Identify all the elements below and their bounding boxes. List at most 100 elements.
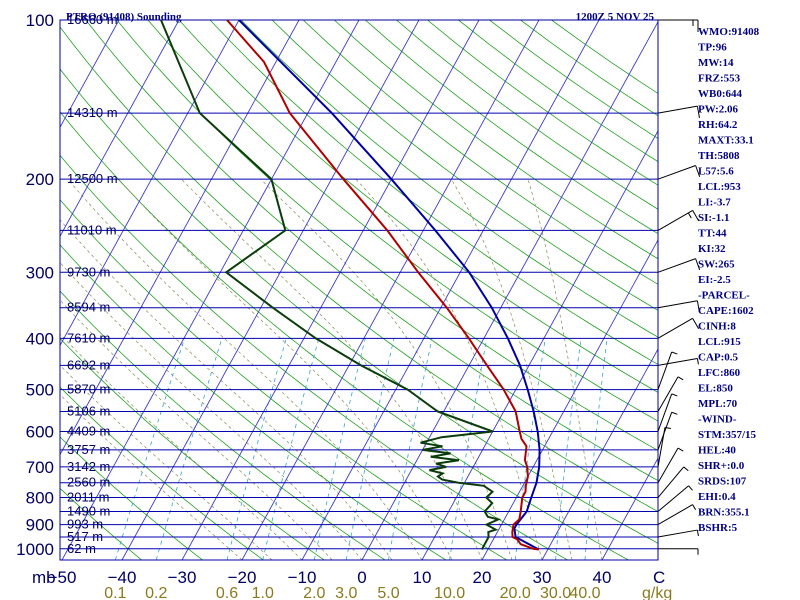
- isotherm-line: [61, 20, 360, 560]
- mixing-ratio-line: [584, 338, 608, 560]
- pressure-tick-label: 1000: [16, 540, 54, 559]
- height-label: 7610 m: [67, 330, 110, 345]
- stability-index: -WIND-: [698, 414, 737, 426]
- stability-index: KI:32: [698, 243, 726, 255]
- stability-index: LFC:860: [698, 367, 741, 379]
- stability-index: STM:357/15: [698, 429, 757, 441]
- wind-barb-shaft: [657, 376, 679, 412]
- dry-adiabat-line: [60, 199, 507, 560]
- dry-adiabat-line: [60, 436, 203, 560]
- stability-index: FRZ:553: [698, 73, 741, 85]
- dry-adiabat-line: [116, 20, 658, 451]
- pressure-tick-label: 300: [26, 263, 54, 282]
- mixing-ratio-tick-label: 40.0: [569, 585, 600, 600]
- dry-adiabat-line: [60, 111, 629, 560]
- wind-barb: [657, 351, 678, 390]
- wind-barb: [657, 209, 700, 231]
- dry-adiabat-line: [271, 20, 658, 311]
- wind-barb: [657, 105, 700, 119]
- wind-barb: [657, 504, 697, 526]
- wind-barb: [657, 426, 671, 467]
- moist-adiabat-line: [260, 178, 513, 560]
- wind-barb-half-flag: [687, 212, 692, 219]
- wind-barb: [657, 485, 693, 512]
- wind-barb: [657, 466, 689, 498]
- stability-index: MW:14: [698, 57, 734, 69]
- wind-barb-half-flag: [677, 376, 684, 381]
- dry-adiabat-line: [551, 20, 658, 94]
- height-label: 14310 m: [67, 105, 118, 120]
- wind-barb-flag: [695, 165, 701, 177]
- stability-index: SHR+:0.0: [698, 460, 745, 472]
- wind-barb-half-flag: [688, 485, 693, 491]
- mixing-ratio-line: [313, 338, 366, 560]
- isotherm-line: [481, 239, 658, 560]
- wind-barb-half-flag: [696, 358, 699, 365]
- mixing-ratio-tick-label: 0.6: [216, 585, 238, 600]
- profile-lines: [160, 20, 541, 551]
- wind-barb-flag: [692, 210, 700, 222]
- pressure-tick-label: 400: [26, 329, 54, 348]
- wind-barb: [658, 548, 699, 555]
- temperature-tick-label: 20: [473, 568, 492, 587]
- stability-index: CAP:0.5: [698, 352, 739, 364]
- wind-barb-shaft: [657, 317, 693, 339]
- moist-adiabat-line: [67, 178, 423, 560]
- dry-adiabat-line: [334, 20, 658, 260]
- wind-barb-half-flag: [696, 529, 699, 537]
- height-label: 4409 m: [67, 423, 110, 438]
- stability-index: WB0:644: [698, 88, 743, 100]
- mixing-ratio-unit-label: g/kg: [642, 585, 672, 600]
- mixing-ratio-lines: [114, 338, 608, 560]
- mixing-ratio-tick-label: 10.0: [434, 585, 465, 600]
- wind-barb-shaft: [657, 105, 698, 114]
- isotherms: [60, 20, 658, 560]
- stability-index: TT:44: [698, 228, 727, 240]
- height-label: 12500 m: [67, 171, 118, 186]
- wind-barb: [658, 19, 699, 32]
- moist-adiabat-line: [60, 261, 363, 560]
- height-label: 2560 m: [67, 475, 110, 490]
- stability-index: CAPE:1602: [698, 305, 754, 317]
- wind-barb-half-flag: [683, 466, 689, 472]
- height-label: 9730 m: [67, 264, 110, 279]
- temperature-tick-label: −20: [228, 568, 257, 587]
- wind-barbs: [657, 19, 701, 555]
- stability-index: SRDS:107: [698, 476, 747, 488]
- wind-barb-half-flag: [692, 504, 697, 511]
- wind-barb: [657, 258, 701, 273]
- isotherm-line: [60, 20, 180, 238]
- dry-adiabat-line: [60, 487, 142, 560]
- stability-index: BSHR:5: [698, 522, 738, 534]
- wind-barb-shaft: [657, 447, 679, 483]
- height-label: 11010 m: [67, 222, 117, 237]
- wind-barb-half-flag: [677, 447, 684, 452]
- wind-barb-shaft: [657, 504, 693, 526]
- isotherm-line: [181, 20, 480, 560]
- stability-index: LCL:953: [698, 181, 741, 193]
- height-label: 6692 m: [67, 357, 110, 372]
- stability-index: SW:265: [698, 259, 735, 271]
- pressure-tick-label: 700: [26, 458, 54, 477]
- stability-indices-panel: WMO:91408 TP:96 MW:14 FRZ:553 WB0:644 PW:2.06…: [698, 26, 760, 534]
- pressure-unit-label: mb: [32, 568, 56, 587]
- wind-barb-half-flag: [671, 393, 678, 397]
- stability-index: TP:96: [698, 42, 727, 54]
- moist-adiabat-line: [181, 178, 483, 560]
- wind-barb-shaft: [657, 351, 673, 390]
- stability-index: LI:-3.7: [698, 197, 731, 209]
- mixing-ratio-tick-label: 3.0: [335, 585, 357, 600]
- time-label: 1200Z 5 NOV 25: [576, 11, 655, 23]
- dry-adiabat-line: [60, 154, 568, 560]
- isotherm-line: [601, 457, 658, 560]
- wind-barb: [657, 300, 700, 313]
- temperature-tick-label: 30: [533, 568, 552, 587]
- height-label: 8594 m: [67, 300, 110, 315]
- height-labels: 16660 m 14310 m 12500 m 11010 m 9730 m 8594 m…: [67, 12, 118, 556]
- temperature-tick-label: −10: [288, 568, 317, 587]
- pressure-tick-label: 200: [26, 170, 54, 189]
- isotherm-line: [421, 129, 658, 560]
- wind-barb-shaft: [657, 300, 698, 309]
- pressure-tick-labels: 100 200 300 400 500 600 700 800 900 1000: [16, 11, 54, 559]
